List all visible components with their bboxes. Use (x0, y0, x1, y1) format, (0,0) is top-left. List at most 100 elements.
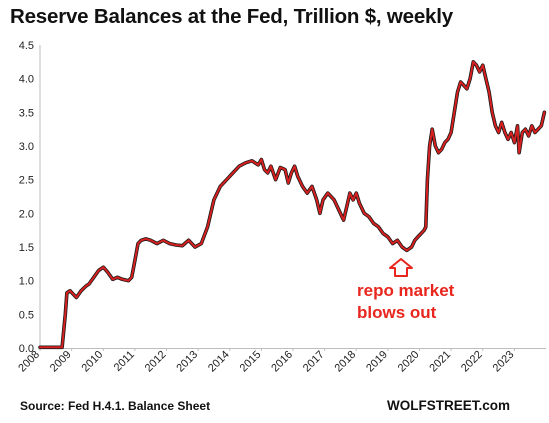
y-tick-label: 3.0 (19, 141, 34, 153)
data-point (431, 128, 434, 131)
data-point (75, 296, 78, 299)
data-point (279, 166, 282, 169)
data-point (64, 313, 67, 316)
data-point (116, 276, 119, 279)
data-point (497, 131, 500, 134)
data-point (494, 124, 497, 127)
data-point (181, 244, 184, 247)
data-point (507, 138, 509, 141)
x-tick-label: 2012 (143, 349, 169, 375)
data-point (437, 151, 440, 154)
data-point (423, 229, 426, 232)
data-point (453, 111, 456, 114)
data-point (260, 158, 263, 161)
data-point (296, 175, 299, 178)
data-point (537, 128, 540, 131)
data-point (358, 202, 361, 205)
y-tick-label: 4.0 (19, 74, 34, 86)
x-tick-label: 2014 (206, 349, 232, 375)
data-point (88, 283, 90, 285)
brand-logo: WOLFSTREET.com (387, 398, 511, 413)
data-point (518, 151, 521, 154)
data-point (462, 84, 465, 87)
data-point (92, 276, 95, 279)
data-point (301, 185, 304, 188)
data-point (352, 198, 355, 201)
data-point (367, 215, 370, 218)
data-point (434, 145, 437, 147)
data-point (311, 185, 313, 188)
up-arrow-icon (389, 258, 413, 277)
data-point (69, 289, 71, 292)
data-point (348, 192, 351, 195)
data-point (212, 198, 215, 201)
y-tick-label: 2.0 (19, 208, 34, 220)
data-point (416, 235, 419, 238)
data-point (133, 259, 136, 262)
y-tick-label: 1.5 (19, 242, 34, 254)
data-point (187, 239, 190, 242)
data-point (326, 192, 329, 195)
x-tick-label: 2017 (301, 349, 327, 375)
x-tick-label: 2019 (364, 349, 390, 375)
data-point (107, 271, 109, 274)
data-point (231, 171, 234, 174)
data-point (500, 121, 503, 124)
data-point (405, 249, 408, 252)
x-tick-label: 2015 (238, 349, 264, 375)
data-point (269, 165, 272, 168)
data-point (540, 124, 543, 127)
x-tick-label: 2011 (112, 349, 137, 374)
data-point (533, 131, 536, 134)
data-point (225, 178, 228, 181)
data-point (372, 222, 375, 225)
data-point (140, 239, 143, 242)
data-point (219, 185, 222, 188)
data-point (363, 212, 366, 215)
x-tick-label: 2021 (427, 349, 453, 375)
data-point (440, 148, 443, 151)
data-point (382, 232, 385, 235)
data-point (65, 291, 68, 294)
data-point (478, 70, 481, 73)
chart-title: Reserve Balances at the Fed, Trillion $,… (10, 5, 453, 28)
y-tick-label: 2.5 (19, 175, 34, 187)
data-point (290, 171, 293, 174)
data-point (377, 225, 380, 228)
annotation-line-2: blows out (357, 303, 437, 322)
series-points (39, 60, 546, 349)
data-point (194, 246, 196, 248)
data-point (175, 244, 177, 246)
y-axis-ticks: 0.0 0.5 1.0 1.5 2.0 2.5 3.0 3.5 4.0 4.5 (19, 40, 34, 355)
data-point (345, 205, 348, 208)
data-point (443, 141, 446, 144)
x-tick-label: 2018 (333, 349, 359, 375)
data-point (149, 239, 152, 242)
data-point (420, 232, 423, 235)
annotation-line-1: repo market (357, 281, 455, 300)
y-tick-label: 3.5 (19, 107, 34, 119)
data-point (475, 64, 478, 67)
data-point (144, 237, 147, 240)
data-point (450, 131, 453, 134)
data-point (72, 293, 75, 296)
data-point (306, 192, 309, 195)
data-point (121, 278, 124, 281)
series-line (39, 60, 546, 349)
data-point (39, 346, 41, 349)
y-tick-label: 0.5 (19, 309, 34, 321)
data-point (111, 278, 114, 281)
data-point (503, 131, 506, 134)
data-point (168, 242, 171, 245)
y-tick-label: 0.0 (19, 343, 34, 355)
data-point (315, 198, 318, 201)
data-point (527, 134, 530, 137)
data-point (56, 346, 59, 349)
data-point (238, 165, 241, 168)
data-point (447, 138, 449, 141)
data-point (410, 246, 413, 248)
data-point (396, 239, 399, 242)
data-point (386, 235, 389, 238)
data-point (510, 131, 513, 134)
